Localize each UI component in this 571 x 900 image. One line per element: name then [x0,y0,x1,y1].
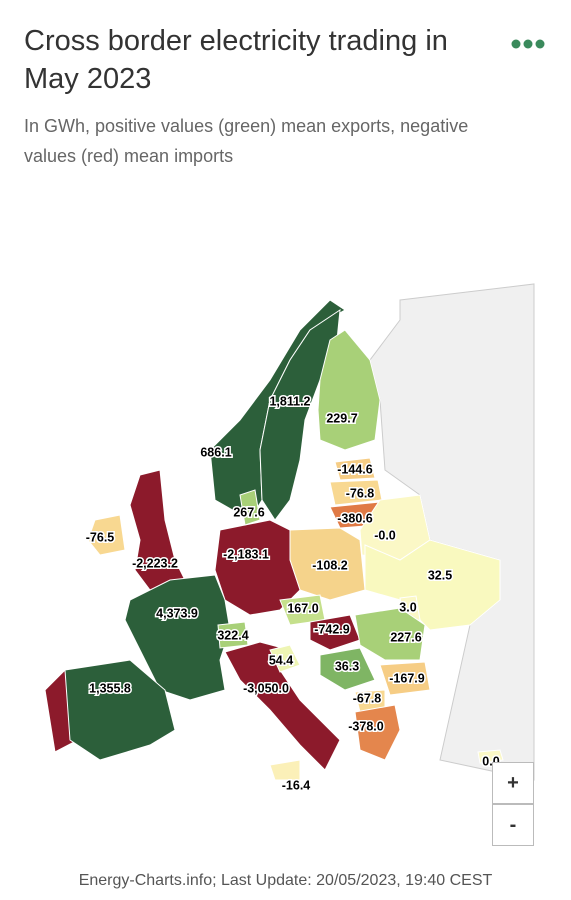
region-label: 167.0 [287,601,318,615]
region [319,647,376,691]
region-label: -67.8 [353,691,382,705]
region-label: 3.0 [399,600,416,614]
zoom-out[interactable]: - [492,804,534,846]
footer: Energy-Charts.info; Last Update: 20/05/2… [78,872,493,889]
region-label: -380.6 [337,511,372,525]
region [354,704,401,761]
region [239,489,261,526]
region-label: -0.0 [374,528,396,542]
region-label: 1,811.2 [269,394,310,408]
region-label: -742.9 [314,622,349,636]
region [354,607,426,661]
region-label: 54.4 [269,653,293,667]
region [334,457,376,481]
title: Cross border electricity trading in May … [24,25,448,95]
region-label: -76.5 [86,530,115,544]
region [64,659,176,761]
region-label: 267.6 [233,505,264,519]
region-label: 686.1 [200,445,231,459]
region [477,749,504,764]
region-label: 229.7 [326,411,357,425]
region-label: -167.9 [389,671,424,685]
region [269,644,301,673]
region-label: 36.3 [335,659,359,673]
region-label: 227.6 [390,630,421,644]
region-label: 4,373.9 [156,606,198,620]
region-label: -76.8 [346,486,375,500]
region-label: -16.4 [282,778,311,792]
region-label: -108.2 [312,558,347,572]
region-label: -378.0 [348,719,383,733]
region [379,661,431,696]
region-label: -3,050.0 [243,681,289,695]
region [87,514,126,556]
region-label: 1,355.8 [89,681,131,695]
region-label: 32.5 [428,568,452,582]
region-label: -144.6 [337,462,372,476]
region-label: -2,183.1 [223,547,269,561]
map: 686.1 1,811.2 229.7 -144.6 -76.8 -380.6-0.0 -1… [44,282,535,794]
region [309,614,361,651]
region-label: 322.4 [217,628,248,642]
region [269,759,301,781]
region [124,574,231,701]
region [317,329,381,451]
region [364,539,501,631]
subtitle: In GWh, positive values (green) mean exp… [24,116,469,166]
menu[interactable] [511,38,545,50]
region-label: -2,223.2 [132,556,178,570]
zoom-in[interactable]: + [492,762,534,804]
